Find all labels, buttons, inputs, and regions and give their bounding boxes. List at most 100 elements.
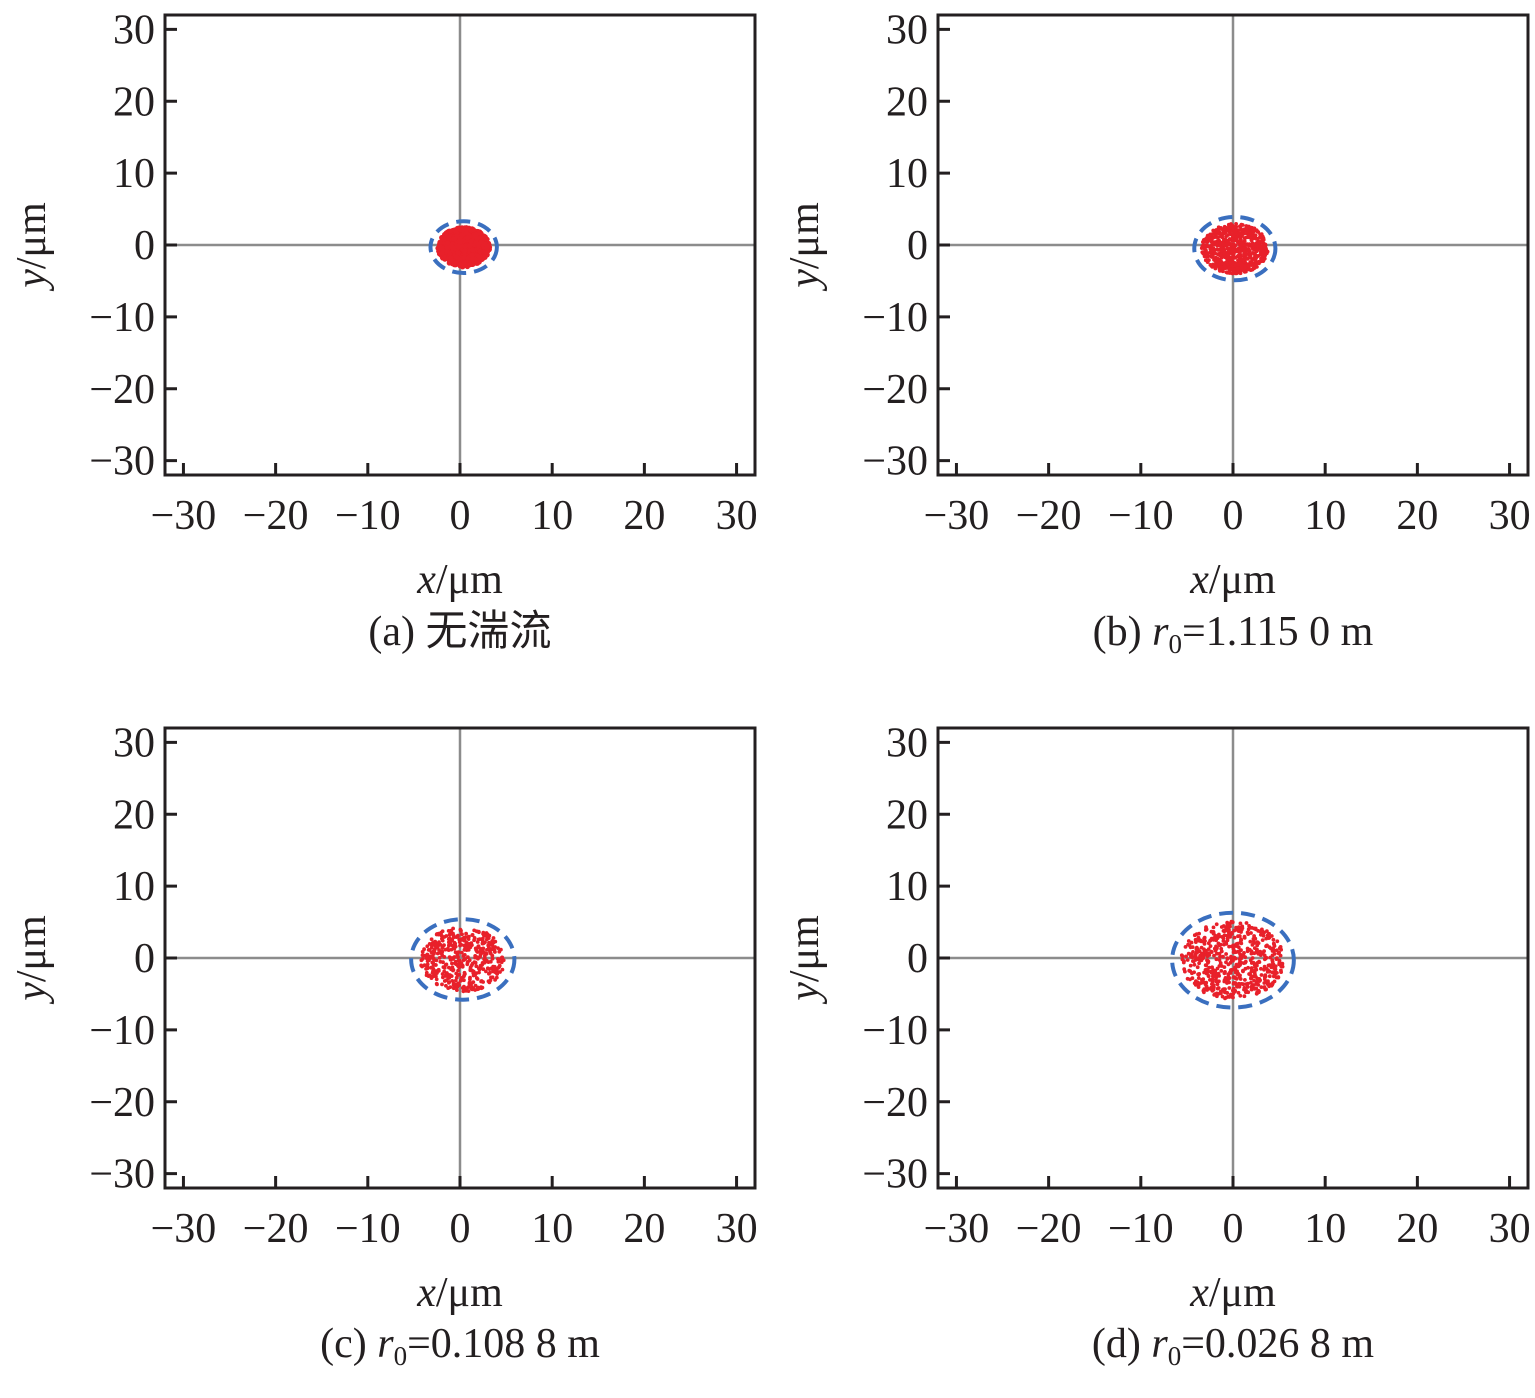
scatter-point [446, 929, 451, 933]
scatter-point [1239, 927, 1244, 932]
scatter-point [451, 261, 457, 267]
scatter-point [1261, 250, 1266, 255]
scatter-point [1255, 990, 1260, 995]
scatter-point [1186, 942, 1190, 947]
scatter-point [1207, 965, 1212, 970]
scatter-point [1202, 939, 1206, 943]
scatter-point [1266, 979, 1270, 984]
x-tick-label: 0 [450, 1206, 471, 1252]
scatter-point [446, 986, 451, 990]
scatter-point [1240, 223, 1245, 227]
x-tick-label: 10 [531, 1206, 573, 1252]
scatter-point [1254, 237, 1259, 241]
scatter-point [488, 959, 493, 964]
scatter-point [1214, 975, 1219, 980]
x-tick-label: 20 [623, 493, 665, 539]
scatter-point [1192, 933, 1197, 938]
scatter-point [496, 959, 501, 964]
scatter-point [1275, 956, 1279, 961]
scatter-point [1227, 995, 1232, 999]
scatter-point [1275, 971, 1279, 975]
scatter-point [1195, 965, 1200, 970]
scatter-point [436, 931, 441, 936]
scatter-point [463, 227, 469, 233]
scatter-point [1208, 944, 1213, 948]
y-tick-label: 10 [886, 864, 928, 910]
scatter-point [1180, 957, 1185, 962]
scatter-point [495, 971, 499, 975]
scatter-point [1272, 971, 1276, 975]
scatter-point [1227, 247, 1232, 251]
scatter-point [459, 961, 464, 965]
scatter-point [1242, 246, 1247, 251]
scatter-point [476, 929, 481, 934]
scatter-point [475, 946, 480, 950]
scatter-point [1242, 250, 1247, 255]
y-axis-label: y/μm [782, 202, 828, 292]
x-tick-label: 20 [1396, 1206, 1438, 1252]
scatter-point [1237, 228, 1241, 233]
scatter-point [1184, 954, 1188, 959]
scatter-point [486, 933, 491, 938]
scatter-point [1209, 237, 1214, 242]
scatter-point [468, 967, 473, 971]
y-tick-label: −10 [862, 295, 928, 341]
y-tick-label: 20 [886, 792, 928, 838]
panel-caption: (c) r0=0.108 8 m [320, 1321, 600, 1371]
scatter-point [1231, 975, 1236, 980]
scatter-point [1247, 263, 1251, 268]
scatter-point [1258, 929, 1262, 934]
scatter-point [1192, 970, 1196, 975]
scatter-point [1206, 974, 1211, 979]
scatter-point [1275, 939, 1280, 944]
scatter-point [1249, 980, 1253, 985]
scatter-point [455, 250, 461, 256]
x-tick-label: 0 [1223, 493, 1244, 539]
scatter-point [1211, 925, 1216, 930]
scatter-point [483, 249, 489, 255]
scatter-point [457, 964, 462, 969]
scatter-point [1233, 270, 1237, 275]
scatter-point [1197, 961, 1201, 966]
scatter-point [486, 943, 491, 948]
scatter-point [444, 983, 448, 988]
scatter-point [442, 256, 448, 262]
scatter-point [440, 938, 445, 943]
scatter-point [1196, 972, 1200, 977]
x-tick-label: 20 [623, 1206, 665, 1252]
scatter-point [450, 961, 454, 966]
scatter-point [1206, 969, 1211, 974]
scatter-point [1249, 984, 1254, 989]
scatter-point [497, 949, 502, 954]
scatter-point [470, 256, 476, 262]
scatter-point [456, 968, 460, 973]
y-tick-label: 20 [113, 792, 155, 838]
scatter-point [1264, 944, 1268, 949]
y-axis-label: y/μm [782, 915, 828, 1005]
scatter-point [1246, 932, 1251, 936]
scatter-point [1272, 979, 1277, 984]
scatter-point [1241, 969, 1245, 974]
scatter-point [1218, 269, 1222, 273]
scatter-point [1246, 248, 1251, 253]
scatter-point [1191, 950, 1195, 954]
scatter-point [1217, 951, 1222, 956]
scatter-point [499, 960, 504, 965]
scatter-point [454, 962, 459, 967]
scatter-point [1253, 936, 1258, 941]
scatter-point [498, 970, 502, 974]
scatter-point [1211, 930, 1216, 934]
scatter-point [471, 973, 476, 978]
scatter-point [432, 971, 437, 976]
scatter-point [1239, 264, 1244, 269]
scatter-point [1201, 956, 1205, 961]
scatter-point [427, 942, 432, 946]
scatter-point [1240, 924, 1245, 929]
scatter-point [1200, 250, 1205, 255]
scatter-point [1188, 963, 1193, 968]
scatter-point [1204, 236, 1209, 241]
scatter-point [1258, 953, 1263, 957]
scatter-point [1216, 986, 1221, 990]
scatter-point [470, 933, 475, 937]
